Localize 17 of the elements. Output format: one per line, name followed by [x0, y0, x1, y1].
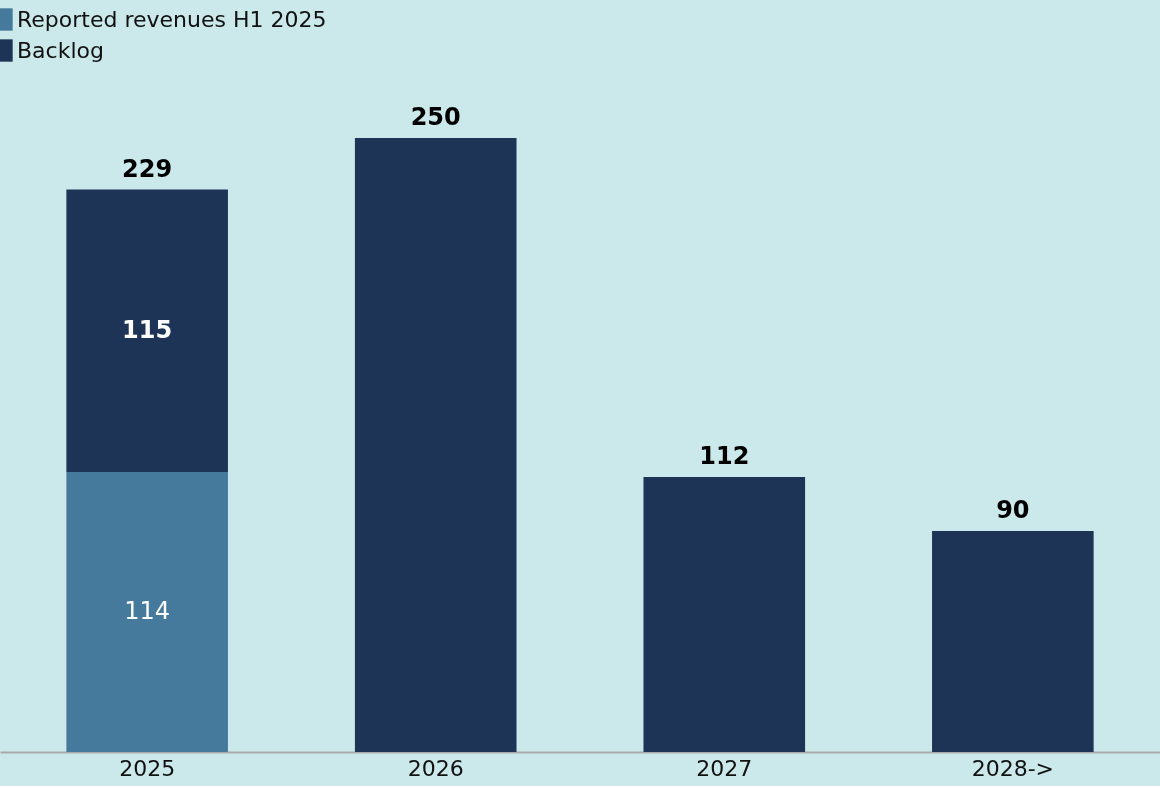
bar: [932, 530, 1094, 752]
bar: [66, 472, 228, 752]
bar: [66, 189, 228, 473]
total-label: 229: [122, 154, 173, 183]
bar: [643, 476, 806, 752]
x-tick-label: 2028->: [971, 755, 1055, 781]
legend-label: Reported revenues H1 2025: [17, 6, 327, 32]
x-tick-label: 2027: [696, 755, 753, 781]
data-label: 112: [699, 441, 750, 470]
data-label: 115: [122, 315, 173, 344]
bar: [354, 138, 517, 752]
x-tick-label: 2026: [407, 755, 464, 781]
legend-label: Backlog: [17, 37, 104, 63]
x-tick-label: 2025: [119, 755, 176, 781]
data-label: 114: [124, 597, 171, 626]
data-label: 250: [410, 103, 461, 131]
data-label: 90: [996, 495, 1030, 524]
